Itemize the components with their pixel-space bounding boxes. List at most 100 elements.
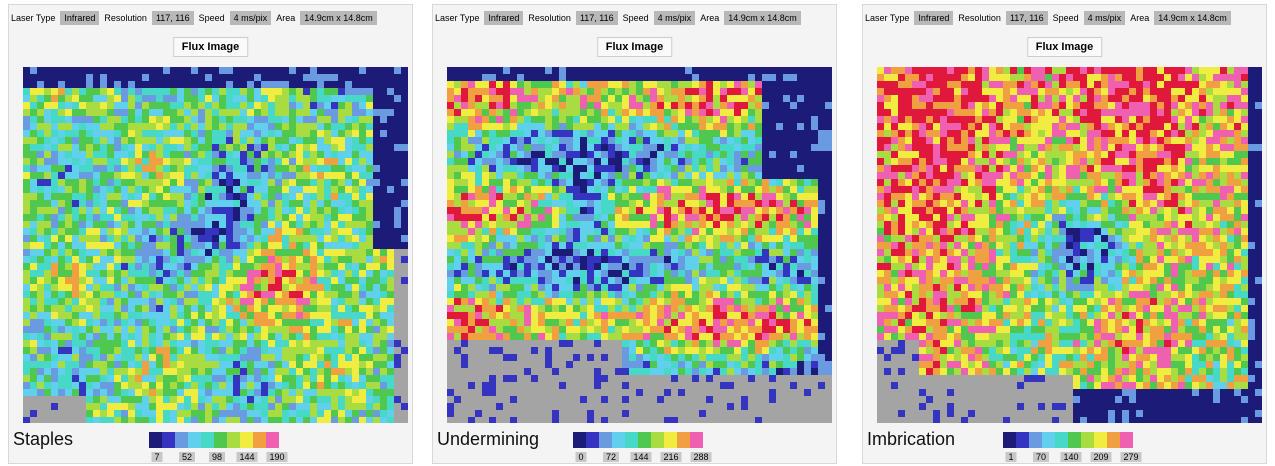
flux-pixel <box>30 347 37 354</box>
flux-pixel <box>671 249 678 256</box>
flux-pixel <box>608 95 615 102</box>
flux-pixel <box>657 277 664 284</box>
flux-pixel <box>818 319 825 326</box>
flux-pixel <box>762 172 769 179</box>
flux-pixel <box>65 354 72 361</box>
flux-pixel <box>741 214 748 221</box>
flux-pixel <box>324 249 331 256</box>
flux-pixel <box>401 333 408 340</box>
flux-pixel <box>643 249 650 256</box>
flux-pixel <box>128 347 135 354</box>
flux-pixel <box>198 95 205 102</box>
flux-pixel <box>100 95 107 102</box>
flux-pixel <box>163 375 170 382</box>
flux-pixel <box>191 151 198 158</box>
flux-pixel <box>114 88 121 95</box>
flux-image-button[interactable]: Flux Image <box>596 37 673 57</box>
flux-pixel <box>671 116 678 123</box>
flux-pixel <box>142 137 149 144</box>
flux-pixel <box>352 284 359 291</box>
flux-pixel <box>331 312 338 319</box>
flux-pixel <box>247 410 254 417</box>
flux-pixel <box>552 88 559 95</box>
flux-pixel <box>352 354 359 361</box>
flux-pixel <box>72 95 79 102</box>
flux-pixel <box>254 235 261 242</box>
flux-pixel <box>310 263 317 270</box>
flux-pixel <box>289 403 296 410</box>
flux-pixel <box>496 102 503 109</box>
flux-pixel <box>769 214 776 221</box>
flux-pixel <box>643 88 650 95</box>
flux-pixel <box>720 326 727 333</box>
flux-pixel <box>594 95 601 102</box>
flux-pixel <box>615 312 622 319</box>
flux-pixel <box>128 144 135 151</box>
flux-pixel <box>615 305 622 312</box>
flux-pixel <box>254 298 261 305</box>
flux-pixel <box>373 389 380 396</box>
flux-pixel <box>622 312 629 319</box>
flux-pixel <box>93 312 100 319</box>
flux-pixel <box>503 179 510 186</box>
flux-pixel <box>212 179 219 186</box>
flux-image-button[interactable]: Flux Image <box>172 37 249 57</box>
flux-pixel <box>496 200 503 207</box>
flux-pixel <box>461 235 468 242</box>
flux-pixel <box>142 179 149 186</box>
flux-pixel <box>587 193 594 200</box>
flux-pixel <box>720 312 727 319</box>
flux-pixel <box>790 256 797 263</box>
flux-pixel <box>268 333 275 340</box>
flux-pixel <box>587 88 594 95</box>
flux-pixel <box>233 340 240 347</box>
flux-pixel <box>107 375 114 382</box>
flux-pixel <box>114 347 121 354</box>
flux-pixel <box>219 417 226 423</box>
flux-pixel <box>685 67 692 74</box>
flux-pixel <box>212 354 219 361</box>
flux-pixel <box>303 221 310 228</box>
flux-pixel <box>587 256 594 263</box>
flux-pixel <box>615 291 622 298</box>
flux-pixel <box>156 340 163 347</box>
flux-pixel <box>219 410 226 417</box>
flux-pixel <box>727 270 734 277</box>
flux-pixel <box>552 249 559 256</box>
flux-pixel <box>706 221 713 228</box>
flux-pixel <box>303 186 310 193</box>
flux-pixel <box>608 326 615 333</box>
flux-pixel <box>324 270 331 277</box>
flux-pixel <box>762 137 769 144</box>
flux-pixel <box>212 158 219 165</box>
flux-pixel <box>30 368 37 375</box>
flux-pixel <box>142 207 149 214</box>
flux-pixel <box>135 333 142 340</box>
flux-pixel <box>678 277 685 284</box>
flux-pixel <box>156 207 163 214</box>
flux-pixel <box>797 186 804 193</box>
flux-pixel <box>510 277 517 284</box>
flux-pixel <box>268 179 275 186</box>
flux-pixel <box>149 361 156 368</box>
flux-pixel <box>531 298 538 305</box>
flux-pixel <box>296 158 303 165</box>
flux-pixel <box>261 200 268 207</box>
flux-pixel <box>496 277 503 284</box>
flux-pixel <box>461 221 468 228</box>
flux-pixel <box>352 214 359 221</box>
flux-pixel <box>629 144 636 151</box>
flux-pixel <box>608 305 615 312</box>
flux-pixel <box>741 81 748 88</box>
flux-pixel <box>205 179 212 186</box>
flux-pixel <box>447 340 454 347</box>
flux-pixel <box>79 368 86 375</box>
flux-pixel <box>580 312 587 319</box>
flux-pixel <box>282 172 289 179</box>
flux-pixel <box>324 284 331 291</box>
flux-pixel <box>72 228 79 235</box>
flux-pixel <box>650 186 657 193</box>
flux-pixel <box>783 284 790 291</box>
flux-pixel <box>79 144 86 151</box>
flux-pixel <box>93 333 100 340</box>
